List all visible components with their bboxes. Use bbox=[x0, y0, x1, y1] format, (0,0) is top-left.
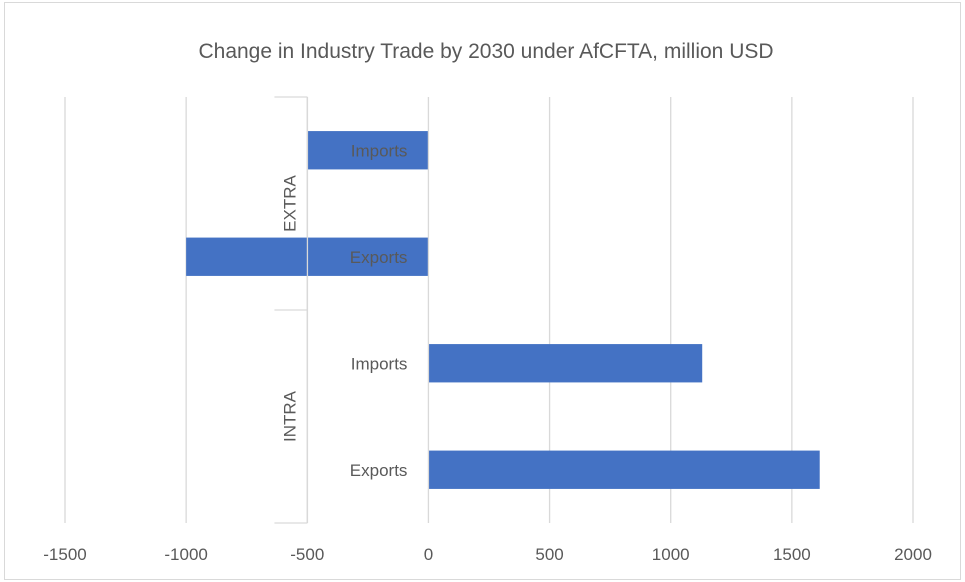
x-tick-label: -1000 bbox=[164, 545, 207, 564]
group-label-extra: EXTRA bbox=[280, 175, 299, 232]
category-axis bbox=[274, 96, 430, 524]
x-tick-label: 0 bbox=[424, 545, 433, 564]
x-tick-label: 1500 bbox=[773, 545, 811, 564]
chart-title: Change in Industry Trade by 2030 under A… bbox=[198, 40, 773, 63]
category-labels: Imports Exports Imports Exports EXTRA INTRA bbox=[280, 141, 407, 480]
bar-extra-imports bbox=[307, 131, 429, 170]
category-label: Exports bbox=[350, 248, 408, 267]
category-label: Exports bbox=[350, 461, 408, 480]
bar-intra-exports bbox=[428, 450, 820, 489]
bar-intra-imports bbox=[428, 344, 703, 383]
x-tick-label: 500 bbox=[535, 545, 563, 564]
group-label-intra: INTRA bbox=[280, 390, 299, 442]
x-tick-label: -1500 bbox=[43, 545, 86, 564]
x-tick-label: 2000 bbox=[894, 545, 932, 564]
category-label: Imports bbox=[351, 354, 408, 373]
x-tick-label: 1000 bbox=[652, 545, 690, 564]
x-axis-ticks: -1500 -1000 -500 0 500 1000 1500 2000 bbox=[43, 545, 932, 564]
x-tick-label: -500 bbox=[290, 545, 324, 564]
category-label: Imports bbox=[351, 141, 408, 160]
chart-frame bbox=[4, 2, 961, 580]
